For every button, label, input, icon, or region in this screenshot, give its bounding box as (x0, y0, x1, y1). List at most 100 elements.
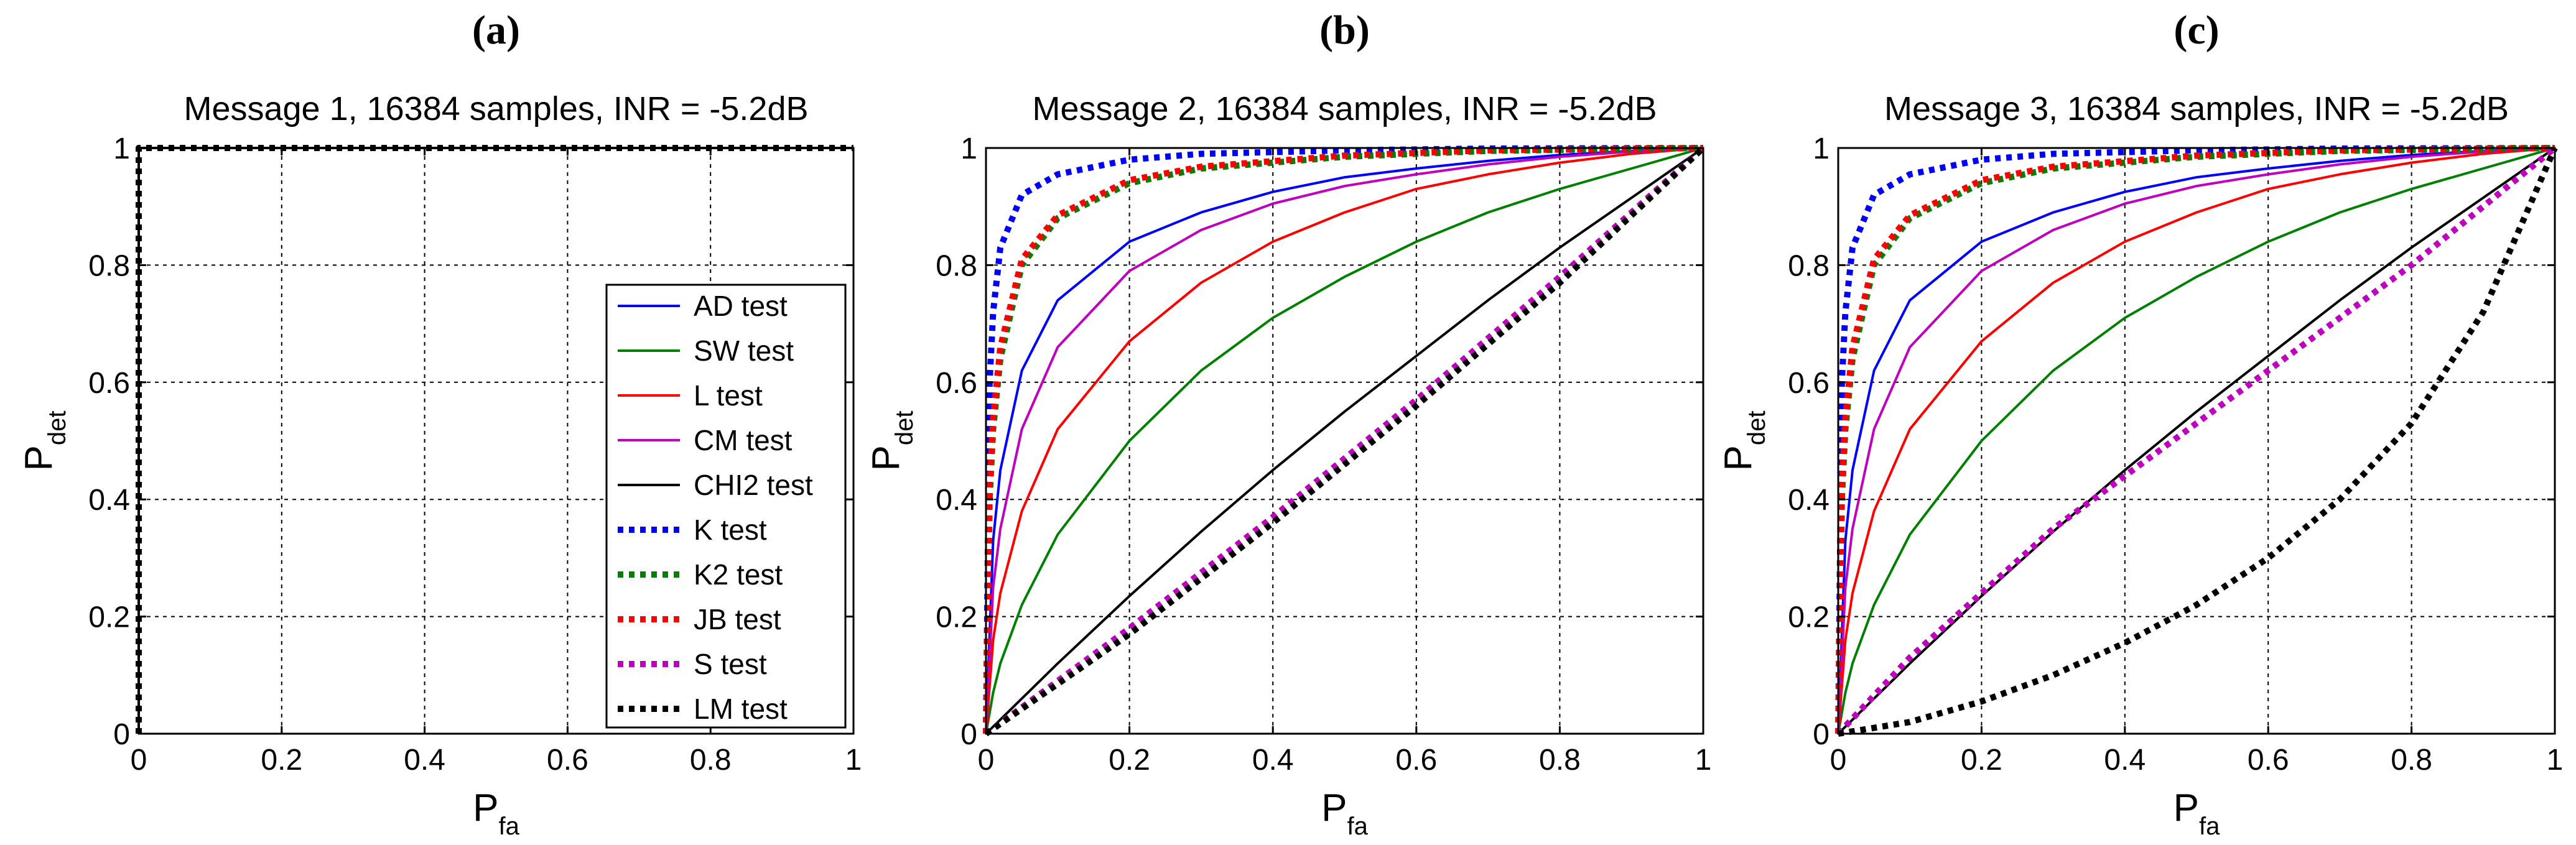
x-tick-label: 0 (131, 744, 147, 777)
legend-label: CM test (694, 424, 793, 456)
y-axis-label-sub: det (891, 411, 918, 446)
y-tick-label: 0.4 (1788, 484, 1830, 517)
series-line-chi2-test (985, 147, 1704, 735)
x-axis-label-sub: fa (499, 813, 520, 840)
legend-label: K2 test (694, 558, 783, 591)
x-tick-label: 0 (978, 744, 995, 777)
chart-panel-a: 0 0.2 0.4 0.6 0.8 1 0 0.2 0.4 0.6 0.8 1 (a) Message 1… (17, 7, 862, 840)
panel-label: (a) (472, 7, 520, 53)
series-line-l-test (1837, 147, 2555, 734)
x-axis-label-sub: fa (1347, 813, 1369, 840)
y-axis-label-sub: det (44, 411, 71, 446)
x-tick-label: 1 (845, 744, 862, 777)
legend-label: L test (694, 379, 763, 412)
legend-label: SW test (694, 335, 794, 367)
series-line-l-test (985, 147, 1704, 734)
chart-panel-c: 0 0.2 0.4 0.6 0.8 1 0 0.2 0.4 0.6 0.8 1 (c) Message 3… (1717, 7, 2563, 840)
axes-box (985, 147, 1704, 735)
chart-title: Message 1, 16384 samples, INR = -5.2dB (184, 90, 808, 127)
x-axis-label-sub: fa (2199, 813, 2220, 840)
x-axis-label: Pfa (2174, 787, 2220, 840)
legend-label: S test (694, 648, 767, 680)
series-line-ad-test (985, 147, 1704, 734)
legend-label: LM test (694, 693, 788, 725)
y-axis-label-main: P (17, 445, 60, 471)
chart-title: Message 3, 16384 samples, INR = -5.2dB (1884, 90, 2509, 127)
y-tick-label: 1 (960, 132, 977, 165)
x-axis-label-main: P (473, 787, 498, 829)
x-tick-label: 0.8 (2391, 744, 2432, 777)
series-line-cm-test (1837, 147, 2555, 734)
series-line-lm-test (1838, 146, 2558, 737)
y-axis-label: Pdet (1717, 411, 1770, 471)
y-tick-label: 0.6 (88, 367, 130, 400)
series-line-sw-test (985, 147, 1704, 734)
x-tick-label: 0.8 (1539, 744, 1581, 777)
series-line-lm-test (984, 145, 1706, 737)
panel-label: (b) (1319, 7, 1370, 53)
y-tick-label: 0.8 (936, 249, 977, 282)
y-axis-label-main: P (865, 445, 908, 471)
x-tick-label: 0.2 (1961, 744, 2002, 777)
y-axis-label-main: P (1717, 445, 1760, 471)
y-tick-label: 0.2 (88, 601, 130, 634)
series-line-k-test (1835, 145, 2555, 734)
x-tick-label: 0.8 (690, 744, 732, 777)
series-lines (983, 145, 1706, 737)
y-tick-label: 1 (1813, 132, 1830, 165)
legend: AD test SW test L test CM test CHI2 test K te… (605, 284, 847, 729)
legend-label: AD test (694, 290, 788, 322)
legend-label: K test (694, 514, 767, 546)
x-tick-label: 0 (1830, 744, 1847, 777)
x-axis-label: Pfa (1321, 787, 1368, 840)
series-line-s-test (984, 145, 1706, 737)
y-axis-label-sub: det (1743, 411, 1770, 446)
axes-box (137, 147, 855, 735)
y-tick-label: 0.4 (88, 484, 130, 517)
x-axis-label: Pfa (473, 787, 519, 840)
y-tick-label: 0.6 (936, 367, 977, 400)
x-tick-label: 0.4 (1252, 744, 1294, 777)
y-tick-label: 0.6 (1788, 367, 1830, 400)
y-tick-label: 0.8 (1788, 249, 1830, 282)
legend-label: CHI2 test (694, 469, 813, 501)
y-axis-label: Pdet (865, 411, 918, 471)
y-axis-label: Pdet (17, 411, 71, 471)
y-tick-label: 0 (960, 718, 977, 751)
series-line-ad-test (1837, 147, 2555, 734)
x-axis-label-main: P (2174, 787, 2199, 829)
x-tick-label: 0.4 (404, 744, 445, 777)
chart-panel-b: 0 0.2 0.4 0.6 0.8 1 0 0.2 0.4 0.6 0.8 1 (b) Message 2… (865, 7, 1711, 840)
chart-title: Message 2, 16384 samples, INR = -5.2dB (1032, 90, 1657, 127)
panel-label: (c) (2174, 7, 2219, 53)
x-axis-label-main: P (1321, 787, 1347, 829)
y-tick-label: 0.2 (1788, 601, 1830, 634)
y-tick-label: 0.2 (936, 601, 977, 634)
y-tick-label: 0 (1813, 718, 1830, 751)
y-tick-label: 0.8 (88, 249, 130, 282)
series-line-jb-test (983, 145, 1704, 734)
x-tick-label: 0.6 (1395, 744, 1437, 777)
legend-label: JB test (694, 603, 781, 635)
x-tick-label: 0.4 (2104, 744, 2146, 777)
x-tick-label: 0.6 (547, 744, 588, 777)
y-tick-label: 0 (113, 718, 130, 751)
y-tick-label: 1 (113, 132, 130, 165)
y-tick-label: 0.4 (936, 484, 977, 517)
series-line-k-test (983, 145, 1704, 734)
series-line-jb-test (1835, 145, 2555, 734)
x-tick-label: 1 (1695, 744, 1712, 777)
series-line-sw-test (1837, 147, 2555, 734)
plot-area (986, 148, 1703, 734)
x-tick-label: 1 (2547, 744, 2564, 777)
series-line-chi2-test (1837, 147, 2556, 735)
axes-box (1837, 147, 2556, 735)
legend-box (605, 284, 847, 729)
series-line-s-test (1836, 145, 2557, 736)
x-tick-label: 0.2 (261, 744, 302, 777)
series-line-cm-test (985, 147, 1704, 734)
x-tick-label: 0.6 (2248, 744, 2289, 777)
series-lines (1835, 145, 2558, 737)
x-tick-label: 0.2 (1109, 744, 1150, 777)
